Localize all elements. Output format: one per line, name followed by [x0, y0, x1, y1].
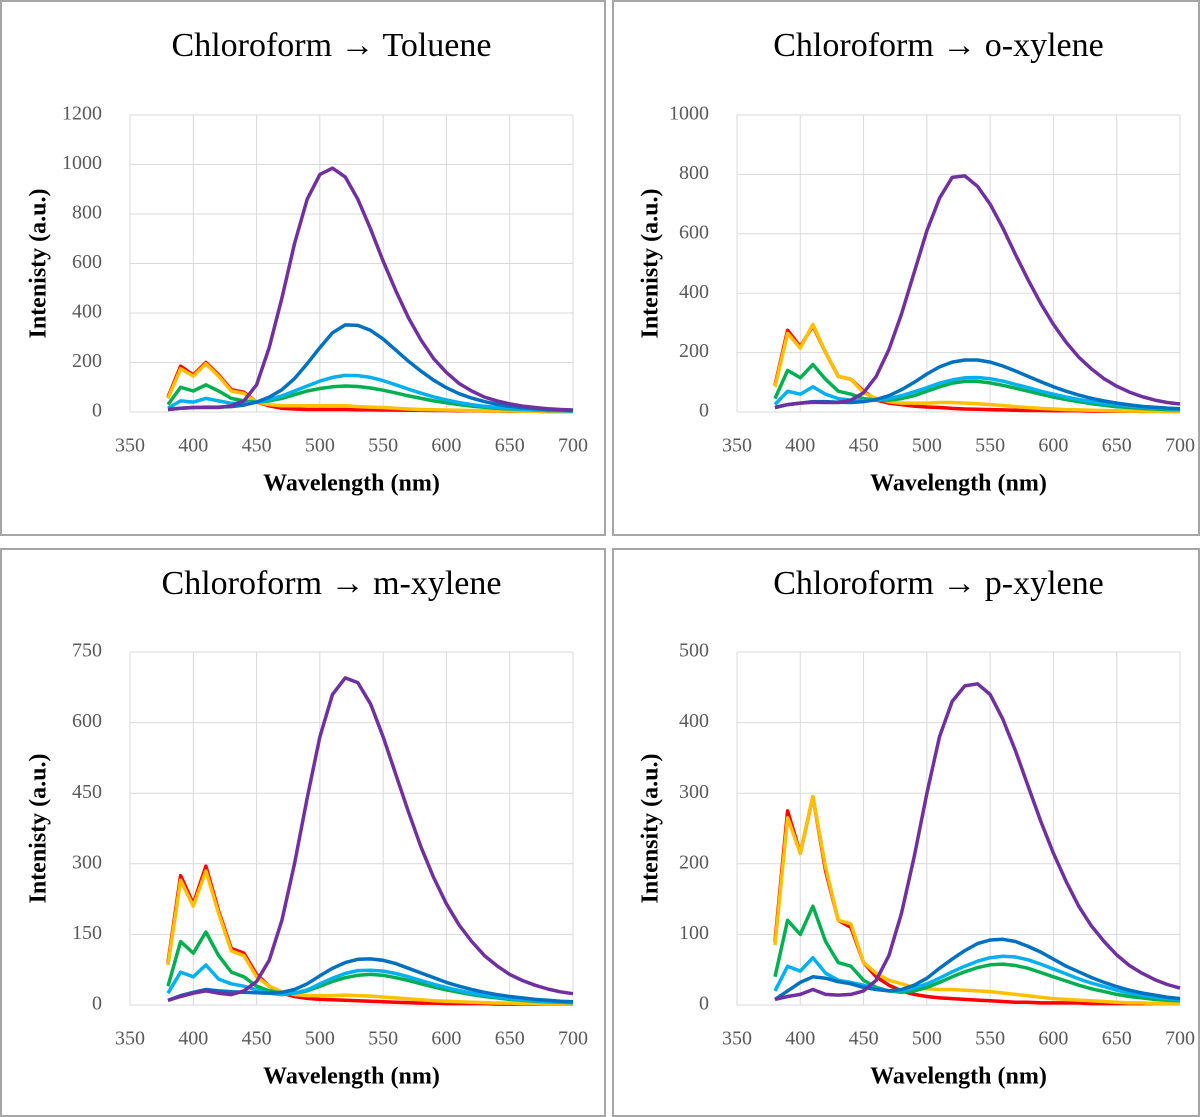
x-tick-label: 600 — [431, 435, 461, 457]
x-tick-label: 500 — [912, 435, 942, 457]
x-tick-label: 400 — [178, 1028, 208, 1050]
panel: Chloroform → p-xylene 0 100 200 300 400 500 350… — [612, 548, 1200, 1117]
y-tick-label: 0 — [699, 400, 709, 422]
x-axis-title: Wavelength (nm) — [263, 1064, 440, 1090]
chart-title: Chloroform → o-xylene — [773, 27, 1104, 64]
x-tick-label: 650 — [1102, 435, 1132, 457]
chart-title: Chloroform → Toluene — [172, 27, 492, 64]
x-tick-label: 350 — [115, 1028, 145, 1050]
y-tick-label: 200 — [679, 340, 709, 362]
x-tick-label: 600 — [1038, 435, 1068, 457]
x-tick-label: 650 — [495, 435, 525, 457]
x-axis-title: Wavelength (nm) — [870, 471, 1047, 497]
y-axis-title: Intensity (a.u.) — [638, 753, 664, 903]
panel-frame — [612, 0, 1200, 536]
x-tick-label: 700 — [1165, 1028, 1195, 1050]
y-tick-label: 450 — [72, 781, 102, 803]
y-tick-label: 400 — [72, 301, 102, 323]
y-tick-label: 400 — [679, 710, 709, 732]
x-tick-label: 400 — [785, 1028, 815, 1050]
x-tick-label: 450 — [242, 1028, 272, 1050]
x-tick-label: 700 — [558, 1028, 588, 1050]
x-tick-label: 550 — [975, 435, 1005, 457]
series-line — [773, 375, 1181, 412]
y-tick-label: 1000 — [669, 103, 709, 125]
y-tick-label: 600 — [72, 251, 102, 273]
x-tick-label: 650 — [495, 1028, 525, 1050]
chart-title: Chloroform → p-xylene — [773, 565, 1104, 602]
series-line — [774, 682, 1181, 1002]
y-tick-label: 600 — [679, 221, 709, 243]
x-tick-label: 350 — [722, 1028, 752, 1050]
series-line — [167, 676, 574, 1002]
series-line — [773, 794, 1180, 1006]
y-axis-title: Intenisty (a.u.) — [26, 188, 52, 338]
x-tick-label: 450 — [849, 435, 879, 457]
panel-frame — [0, 0, 606, 536]
series-line — [166, 869, 573, 1006]
chart-title: Chloroform → m-xylene — [162, 565, 502, 602]
y-tick-label: 150 — [72, 922, 102, 944]
y-tick-label: 600 — [72, 710, 102, 732]
x-tick-label: 500 — [305, 1028, 335, 1050]
series-line — [773, 904, 1181, 1003]
x-tick-label: 550 — [368, 1028, 398, 1050]
x-tick-label: 450 — [849, 1028, 879, 1050]
x-tick-label: 500 — [912, 1028, 942, 1050]
x-tick-label: 600 — [1038, 1028, 1068, 1050]
x-tick-label: 550 — [368, 435, 398, 457]
series-line — [774, 937, 1181, 1001]
x-tick-label: 350 — [722, 435, 752, 457]
y-tick-label: 1000 — [62, 152, 102, 174]
y-tick-label: 400 — [679, 281, 709, 303]
x-tick-label: 400 — [785, 435, 815, 457]
y-tick-label: 0 — [92, 400, 102, 422]
panel: Chloroform → m-xylene 0 150 300 450 600 750 350… — [0, 548, 606, 1117]
x-tick-label: 600 — [431, 1028, 461, 1050]
y-tick-label: 300 — [679, 781, 709, 803]
series-line — [774, 174, 1181, 410]
x-tick-label: 650 — [1102, 1028, 1132, 1050]
y-axis-title: Intenisty (a.u.) — [638, 188, 664, 338]
series-line — [167, 323, 574, 413]
y-tick-label: 1200 — [62, 103, 102, 125]
y-tick-label: 500 — [679, 640, 709, 662]
y-tick-label: 200 — [679, 851, 709, 873]
series-line — [773, 362, 1181, 412]
x-tick-label: 550 — [975, 1028, 1005, 1050]
series-line — [166, 361, 573, 414]
x-tick-label: 400 — [178, 435, 208, 457]
panel: Chloroform → o-xylene 0 200 400 600 800 1000 35… — [612, 0, 1200, 536]
x-axis-title: Wavelength (nm) — [263, 471, 440, 497]
x-tick-label: 700 — [1165, 435, 1195, 457]
y-tick-label: 750 — [72, 640, 102, 662]
y-tick-label: 100 — [679, 922, 709, 944]
panel-frame — [612, 548, 1200, 1117]
y-tick-label: 300 — [72, 851, 102, 873]
panel-frame — [0, 548, 606, 1117]
series-line — [167, 166, 574, 412]
y-tick-label: 800 — [72, 202, 102, 224]
x-tick-label: 450 — [242, 435, 272, 457]
x-tick-label: 350 — [115, 435, 145, 457]
x-tick-label: 500 — [305, 435, 335, 457]
y-tick-label: 800 — [679, 162, 709, 184]
y-tick-label: 0 — [699, 993, 709, 1015]
series-line — [773, 322, 1180, 414]
x-axis-title: Wavelength (nm) — [870, 1064, 1047, 1090]
y-tick-label: 200 — [72, 350, 102, 372]
y-tick-label: 0 — [92, 993, 102, 1015]
series-line — [166, 963, 574, 1005]
panel: Chloroform → Toluene 0 200 400 600 800 1000 120… — [0, 0, 606, 536]
y-axis-title: Intenisty (a.u.) — [26, 753, 52, 903]
x-tick-label: 700 — [558, 435, 588, 457]
